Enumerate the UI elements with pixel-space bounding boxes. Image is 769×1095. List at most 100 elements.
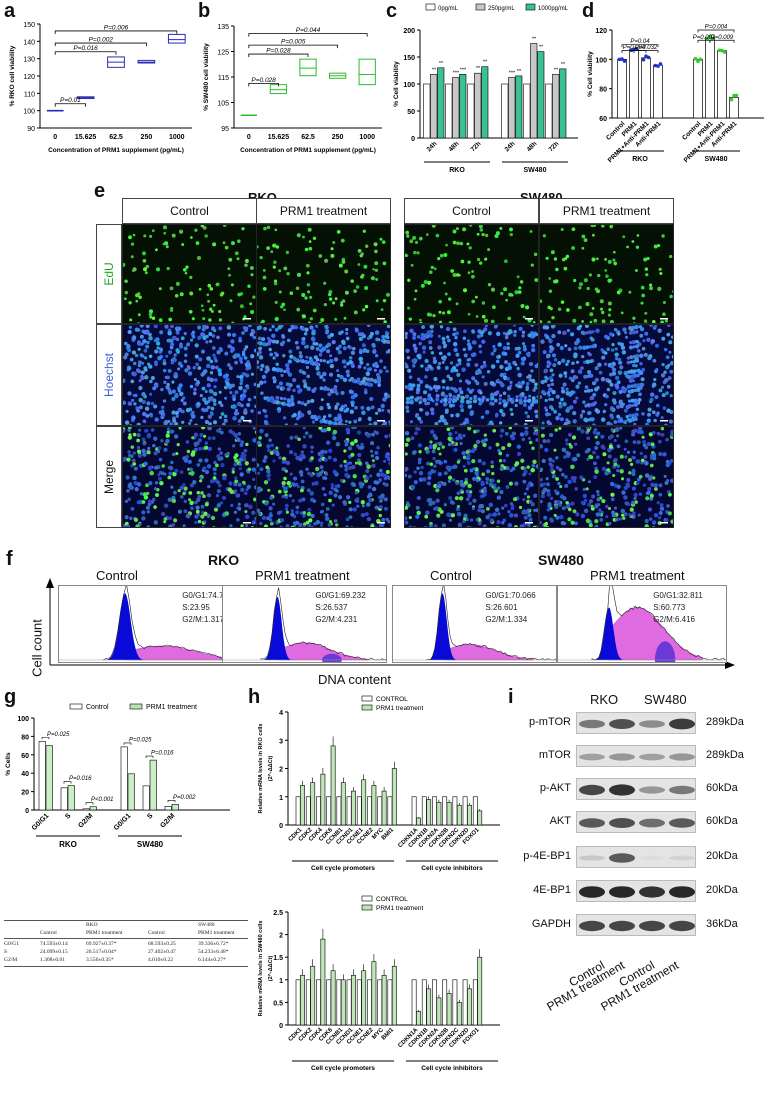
wb-band (669, 785, 695, 795)
y-arrowhead (46, 578, 54, 588)
wb-band (579, 719, 605, 729)
scale-bar (377, 522, 385, 524)
wb-membrane-strip (576, 712, 696, 734)
table-cell: 69.927±0.37* (86, 941, 117, 947)
bar (330, 970, 336, 1026)
chart-h-sw480: 0 0.5 1 1.5 2 2.5 Relative mRNA levels in SW48… (258, 895, 500, 1072)
wb-membrane-strip (576, 745, 696, 767)
significance-stars: ** (554, 67, 559, 73)
scale-bar (377, 318, 385, 320)
x-tick-label: 250 (141, 134, 153, 141)
wb-protein-label: 4E-BP1 (533, 884, 571, 896)
legend-label: PRM1 treatment (376, 905, 424, 912)
bar (426, 799, 432, 826)
histogram-outline (425, 586, 556, 661)
wb-molecular-weight: 36kDa (706, 918, 738, 930)
group-label: SW480 (524, 167, 547, 174)
bar (537, 51, 545, 139)
g0g1-peak (593, 607, 625, 660)
table-rule (4, 966, 248, 967)
y-axis-label: Relative mRNA levels in SW480 cells (258, 921, 264, 1017)
wb-membrane-strip (576, 846, 696, 868)
bar (82, 808, 90, 811)
y-tick-label: 40 (21, 771, 29, 778)
group-label: Cell cycle inhibitors (421, 1065, 483, 1072)
x-tick-label: 24h (426, 140, 439, 153)
wb-bands (579, 718, 695, 730)
bar (45, 745, 53, 811)
y-tick-label: 1 (279, 978, 283, 985)
wb-band (669, 920, 695, 932)
table-cell: 26.517±0.04* (86, 949, 117, 955)
bar (436, 997, 442, 1026)
table-cell: 4.010±0.22 (148, 957, 174, 963)
data-point (708, 34, 712, 39)
legend-swatch (361, 695, 373, 702)
wb-membrane-strip (576, 880, 696, 902)
bar (693, 58, 703, 119)
x-tick-label: G2/M (77, 812, 94, 829)
wb-group-rko: RKO (590, 692, 619, 707)
bar (452, 796, 458, 826)
microscopy-cells (540, 427, 673, 527)
y-tick-label: 100 (23, 109, 35, 116)
bar (426, 988, 432, 1026)
x-tick-label: BMI1 (381, 1027, 396, 1042)
significance-stars: *** (509, 71, 516, 77)
p-value: P=0.004 (623, 45, 646, 51)
e-column-header: PRM1 treatment (256, 198, 391, 224)
bar (452, 77, 460, 139)
wb-band (609, 784, 635, 796)
bar (371, 785, 377, 826)
wb-bands (579, 784, 695, 796)
bar (474, 72, 482, 139)
bar (127, 773, 135, 811)
table-column-header: Control (148, 930, 165, 936)
p-value: P=0.028 (251, 77, 276, 84)
p-value: P=0.04 (630, 39, 650, 45)
g0g1-peak (105, 593, 145, 660)
wb-band (669, 753, 695, 761)
bar (436, 802, 442, 826)
legend-label: CONTROL (376, 896, 408, 903)
group-label: Cell cycle promoters (311, 1065, 375, 1072)
y-tick-label: 1.5 (273, 955, 283, 962)
histogram-plot (393, 586, 556, 661)
data-point (658, 62, 663, 66)
box (358, 58, 376, 86)
y-tick-label: 80 (599, 87, 607, 94)
y-tick-label: 2.5 (273, 910, 283, 917)
bar (346, 796, 352, 826)
group-label: RKO (632, 156, 648, 163)
y-tick-label: 125 (217, 50, 229, 57)
wb-band (579, 818, 605, 828)
e-row-label: Merge (96, 426, 122, 528)
g0g1-peak (262, 596, 293, 660)
bar (559, 68, 567, 139)
bar (501, 83, 509, 139)
bar (445, 83, 453, 139)
bar (356, 979, 362, 1026)
bar (442, 796, 448, 826)
e-column-header: Control (122, 198, 257, 224)
bar (164, 806, 172, 811)
bar (421, 796, 427, 826)
y-tick-label: 120 (23, 74, 35, 81)
bar (423, 83, 431, 139)
p-value: P=0.025 (129, 737, 152, 743)
p-value: P=0.016 (151, 751, 174, 757)
bar (89, 806, 97, 811)
group-label: SW480 (705, 156, 728, 163)
bar (67, 785, 75, 811)
p-value: P=0.002 (173, 795, 196, 801)
bar (477, 956, 483, 1026)
significance-bracket (709, 39, 735, 43)
x-tick-label: G0/G1 (31, 812, 51, 832)
microscopy-cells (123, 225, 256, 323)
cell-cycle-stats: G0/G1:70.066 S:26.601 G2/M:1.334 (485, 590, 535, 626)
scale-bar (243, 522, 251, 524)
cell-cycle-stat: G0/G1:74.733 (182, 591, 233, 600)
bar (346, 979, 352, 1026)
f-column-title: Control (96, 568, 138, 583)
wb-band (639, 855, 665, 861)
